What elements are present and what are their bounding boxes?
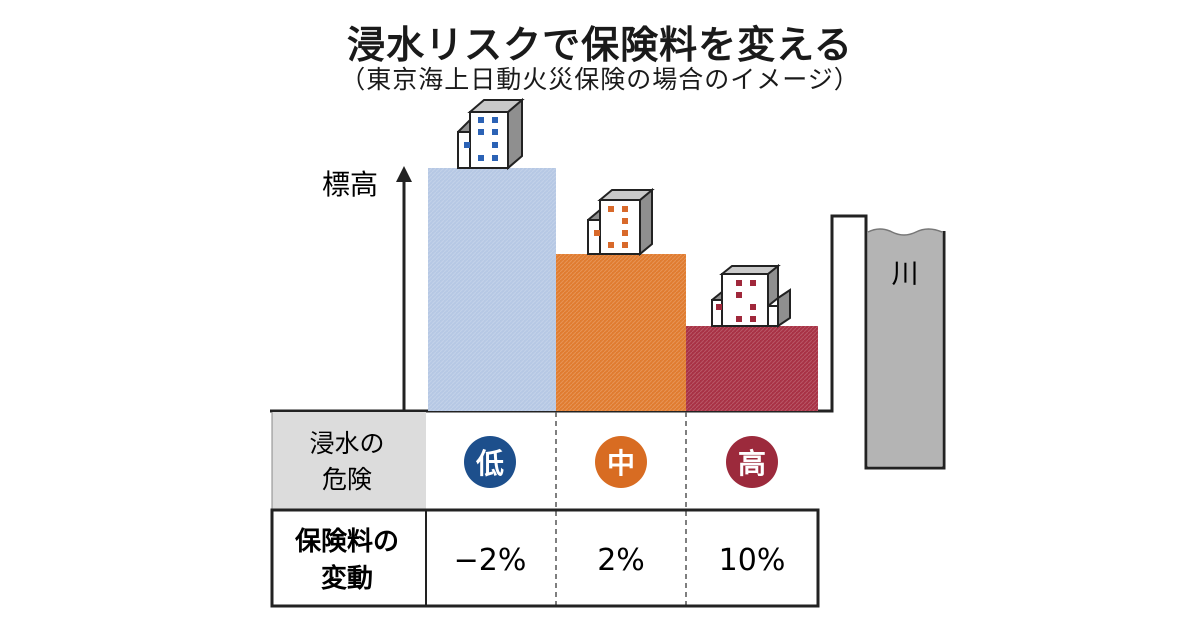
elevation-axis-arrow — [396, 166, 412, 182]
risk-badge-mid — [595, 436, 647, 488]
river-embankment — [818, 214, 946, 470]
building-high-icon — [711, 263, 791, 328]
risk-row-header-cell — [272, 412, 426, 510]
diagram-subtitle: （東京海上日動火災保険の場合のイメージ） — [340, 65, 860, 94]
risk-badge-low-label: 低 — [475, 447, 504, 480]
bar-mid-texture — [556, 254, 686, 411]
premium-row — [270, 508, 820, 608]
premium-row-header-line1: 保険料の — [294, 526, 399, 557]
risk-badge-mid-label: 中 — [607, 447, 635, 480]
risk-row-header-line2: 危険 — [322, 465, 372, 494]
premium-change-low: −2% — [454, 543, 527, 578]
elevation-axis-label: 標高 — [322, 168, 378, 201]
bar-low-texture — [428, 168, 556, 411]
risk-row-header-line1: 浸水の — [309, 429, 384, 458]
risk-badge-low — [464, 436, 516, 488]
river-water — [868, 229, 942, 466]
premium-change-mid: 2% — [597, 543, 645, 578]
building-mid-icon — [587, 187, 655, 257]
risk-badge-high — [726, 436, 778, 488]
diagram-title: 浸水リスクで保険料を変える — [347, 23, 853, 67]
building-low-icon — [457, 97, 525, 171]
bar-high-texture — [686, 326, 818, 411]
risk-badge-high-label: 高 — [738, 447, 766, 480]
premium-row-header-line2: 変動 — [321, 563, 373, 594]
premium-change-high: 10% — [719, 543, 786, 578]
river-label: 川 — [892, 259, 919, 290]
